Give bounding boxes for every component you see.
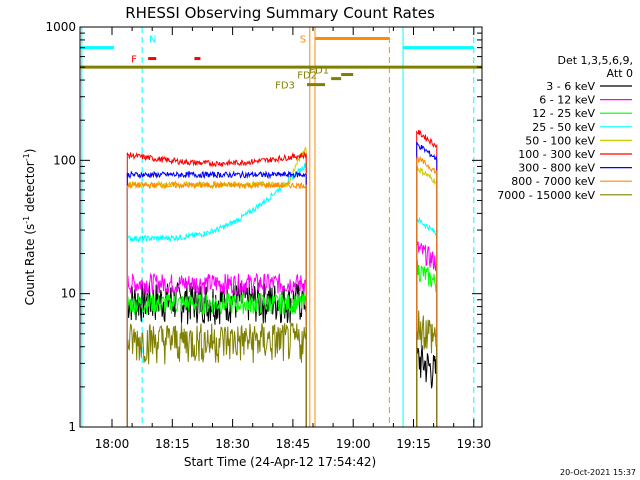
x-tick-label: 18:15 bbox=[155, 437, 190, 451]
legend-label: 12 - 25 keV bbox=[532, 107, 595, 120]
series-trace bbox=[416, 241, 438, 427]
series-trace bbox=[126, 170, 307, 427]
y-tick-label: 1000 bbox=[45, 20, 76, 34]
series-trace bbox=[416, 342, 438, 427]
marker-label: N bbox=[149, 34, 156, 45]
y-tick-label: 100 bbox=[53, 153, 76, 167]
series-6 bbox=[126, 141, 438, 427]
series-trace bbox=[126, 151, 307, 427]
series-trace bbox=[126, 321, 307, 427]
series-5 bbox=[126, 129, 438, 427]
series-trace bbox=[416, 129, 438, 427]
series-trace bbox=[416, 310, 438, 427]
legend-label: 7000 - 15000 keV bbox=[497, 189, 595, 202]
x-tick-label: 19:15 bbox=[396, 437, 431, 451]
x-axis-label: Start Time (24-Apr-12 17:54:42) bbox=[184, 455, 376, 469]
legend-label: 6 - 12 keV bbox=[539, 94, 595, 107]
legend-label: 100 - 300 keV bbox=[518, 148, 595, 161]
series-trace bbox=[416, 154, 438, 427]
x-tick-label: 18:00 bbox=[95, 437, 130, 451]
marker-label: FD1 bbox=[309, 66, 329, 77]
y-tick-label: 1 bbox=[68, 420, 76, 434]
series-trace bbox=[416, 260, 438, 427]
legend-header-line1: Det 1,3,5,6,9, bbox=[557, 54, 633, 67]
series-3 bbox=[126, 163, 438, 427]
series-trace bbox=[126, 272, 307, 427]
series-8 bbox=[126, 310, 438, 427]
x-tick-label: 18:30 bbox=[215, 437, 250, 451]
y-axis-ticks: 1 10 100 1000 bbox=[45, 20, 482, 434]
x-tick-label: 19:00 bbox=[336, 437, 371, 451]
plot-frame bbox=[79, 26, 483, 428]
chart-title: RHESSI Observing Summary Count Rates bbox=[125, 4, 435, 22]
series-trace bbox=[416, 166, 438, 427]
y-tick-label: 10 bbox=[61, 287, 76, 301]
y-label-part1: Count Rate (s bbox=[23, 224, 37, 306]
series-trace bbox=[126, 180, 307, 427]
series-trace bbox=[126, 163, 307, 427]
x-axis-ticks: 18:00 18:15 18:30 18:45 19:00 19:15 19:30 bbox=[95, 27, 491, 451]
legend-label: 800 - 7000 keV bbox=[511, 175, 595, 188]
series-trace bbox=[416, 216, 438, 427]
legend-label: 50 - 100 keV bbox=[525, 134, 595, 147]
y-label-sup1: -1 bbox=[22, 216, 31, 224]
series-trace bbox=[126, 292, 307, 427]
series-2 bbox=[126, 260, 438, 427]
x-tick-label: 19:30 bbox=[457, 437, 492, 451]
y-axis-label: Count Rate (s-1 detector-1) bbox=[22, 149, 37, 306]
series-lines bbox=[126, 129, 438, 427]
legend-label: 25 - 50 keV bbox=[532, 121, 595, 134]
legend-label: 3 - 6 keV bbox=[546, 80, 595, 93]
x-tick-label: 18:45 bbox=[276, 437, 311, 451]
y-label-part3: ) bbox=[23, 149, 37, 154]
y-label-sup2: -1 bbox=[22, 153, 31, 161]
legend-label: 300 - 800 keV bbox=[518, 162, 595, 175]
background-lines bbox=[80, 27, 482, 427]
marker-label: FD3 bbox=[275, 81, 295, 92]
series-trace bbox=[416, 141, 438, 427]
marker-label: S bbox=[300, 34, 306, 45]
series-7 bbox=[126, 154, 438, 427]
marker-label: F bbox=[131, 55, 137, 66]
marker-label: FD2 bbox=[297, 71, 317, 82]
y-label-part2: detector bbox=[23, 161, 37, 216]
legend-header-line2: Att 0 bbox=[607, 67, 633, 80]
footer-date: 20-Oct-2021 15:37 bbox=[560, 468, 636, 477]
series-1 bbox=[126, 241, 438, 427]
